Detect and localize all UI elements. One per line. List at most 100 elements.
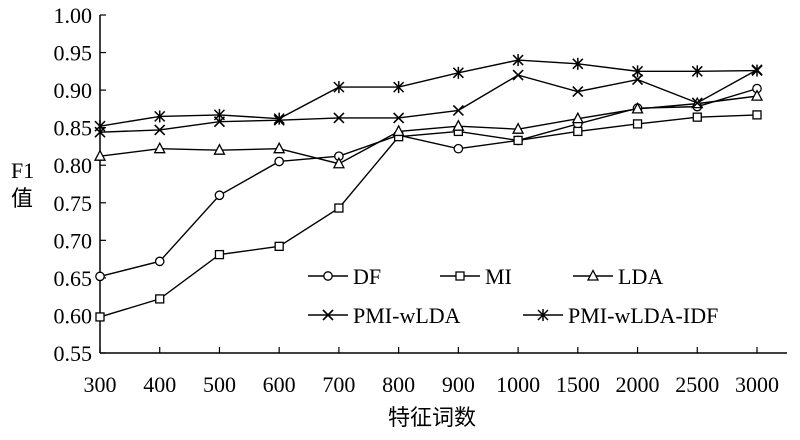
legend-item-lda: LDA (573, 264, 663, 289)
data-point-pmi-wlda-idf (213, 108, 225, 121)
x-marker-stroke (512, 69, 524, 81)
triangle-marker (571, 111, 584, 124)
square-marker (513, 135, 523, 146)
legend-marker (322, 309, 334, 321)
data-point-pmi-wlda (572, 86, 584, 98)
x-tick-label: 3000 (735, 372, 779, 397)
legend-label: PMI-wLDA (353, 303, 461, 328)
y-tick-label: 0.80 (54, 153, 93, 178)
data-point-pmi-wlda-idf (94, 120, 106, 133)
circle-marker (214, 190, 225, 201)
x-marker-stroke (691, 97, 703, 109)
square-marker (752, 110, 762, 120)
data-point-pmi-wlda (512, 69, 524, 81)
x-tick-label: 2500 (675, 372, 719, 397)
triangle-marker (452, 119, 465, 131)
data-point-pmi-wlda-idf (691, 65, 703, 78)
data-point-df (95, 271, 105, 282)
x-tick-label: 2000 (616, 372, 660, 397)
data-point-df (214, 190, 225, 201)
x-tick-label: 500 (203, 372, 236, 397)
x-tick-label: 700 (322, 372, 355, 397)
square-marker (455, 271, 465, 281)
triangle-marker (750, 89, 764, 101)
legend-marker (323, 271, 333, 281)
data-point-df (453, 143, 464, 154)
data-point-pmi-wlda-idf (632, 65, 644, 78)
x-tick-label: 400 (143, 372, 176, 397)
data-point-mi (95, 312, 105, 322)
legend-label: DF (353, 264, 381, 289)
x-marker-stroke (452, 104, 464, 116)
data-point-mi (334, 203, 344, 213)
legend-marker (455, 271, 465, 281)
x-marker-stroke (393, 112, 405, 124)
legend-label: LDA (618, 264, 663, 289)
square-marker (274, 241, 284, 251)
triangle-marker (273, 141, 286, 154)
x-marker-stroke (333, 112, 345, 124)
legend-marker (537, 309, 549, 321)
y-tick-label: 0.75 (54, 191, 93, 216)
data-point-df (274, 156, 285, 167)
data-point-pmi-wlda-idf (452, 66, 464, 79)
square-marker (214, 249, 225, 260)
legend-marker (586, 269, 600, 281)
triangle-marker (93, 149, 107, 161)
legend-label: PMI-wLDA-IDF (568, 303, 718, 328)
legend: DF MI LDA PMI-wLDA PMI-wLDA-IDF (308, 264, 718, 328)
data-point-mi (573, 126, 583, 137)
axes: 0.55 0.60 0.65 0.70 0.75 0.80 0.85 0.90 0.95 1.00… (54, 3, 787, 397)
x-tick-label: 800 (382, 372, 415, 397)
data-point-pmi-wlda-idf (273, 112, 285, 125)
y-tick-label: 0.60 (54, 303, 93, 328)
data-point-pmi-wlda (691, 97, 703, 109)
data-point-pmi-wlda-idf (751, 64, 763, 77)
x-marker-stroke (154, 124, 166, 136)
legend-label: MI (485, 264, 512, 289)
square-marker (95, 312, 105, 322)
data-point-pmi-wlda (393, 112, 405, 124)
legend-item-pmi-wlda-idf: PMI-wLDA-IDF (523, 303, 718, 328)
y-axis-label-line1: F1 (11, 158, 34, 183)
data-point-pmi-wlda (154, 124, 166, 136)
data-point-df (154, 256, 165, 267)
data-point-pmi-wlda (631, 74, 644, 86)
legend-item-pmi-wlda: PMI-wLDA (308, 303, 461, 328)
y-tick-label: 0.90 (54, 78, 93, 103)
triangle-marker (392, 124, 405, 137)
triangle-marker (512, 122, 525, 134)
series-mi (95, 110, 762, 322)
circle-marker (154, 256, 165, 267)
triangle-marker (213, 143, 226, 155)
x-tick-label: 600 (263, 372, 296, 397)
y-tick-label: 0.85 (54, 116, 93, 141)
series-lda (93, 89, 764, 169)
square-marker (692, 112, 702, 122)
data-point-lda (213, 143, 226, 155)
data-point-mi (513, 135, 523, 146)
data-point-pmi-wlda-idf (572, 57, 584, 70)
series-line-df (99, 87, 758, 278)
x-marker-stroke (322, 309, 334, 321)
series-pmi-wlda-idf (94, 54, 763, 133)
triangle-marker (586, 269, 600, 281)
series-pmi-wlda (94, 64, 763, 138)
data-point-lda (93, 149, 107, 161)
circle-marker (323, 271, 333, 281)
data-point-pmi-wlda-idf (393, 81, 405, 94)
data-point-pmi-wlda-idf (333, 81, 345, 94)
series-line-lda (99, 95, 758, 165)
x-tick-label: 1000 (496, 372, 540, 397)
square-marker (155, 294, 165, 304)
data-point-mi (155, 294, 165, 304)
x-marker-stroke (572, 86, 584, 98)
triangle-marker (153, 141, 166, 154)
x-tick-label: 300 (84, 372, 117, 397)
square-marker (334, 203, 344, 213)
data-point-lda (750, 89, 764, 101)
square-marker (632, 119, 643, 129)
series-group (93, 54, 764, 322)
y-tick-label: 1.00 (54, 3, 93, 28)
